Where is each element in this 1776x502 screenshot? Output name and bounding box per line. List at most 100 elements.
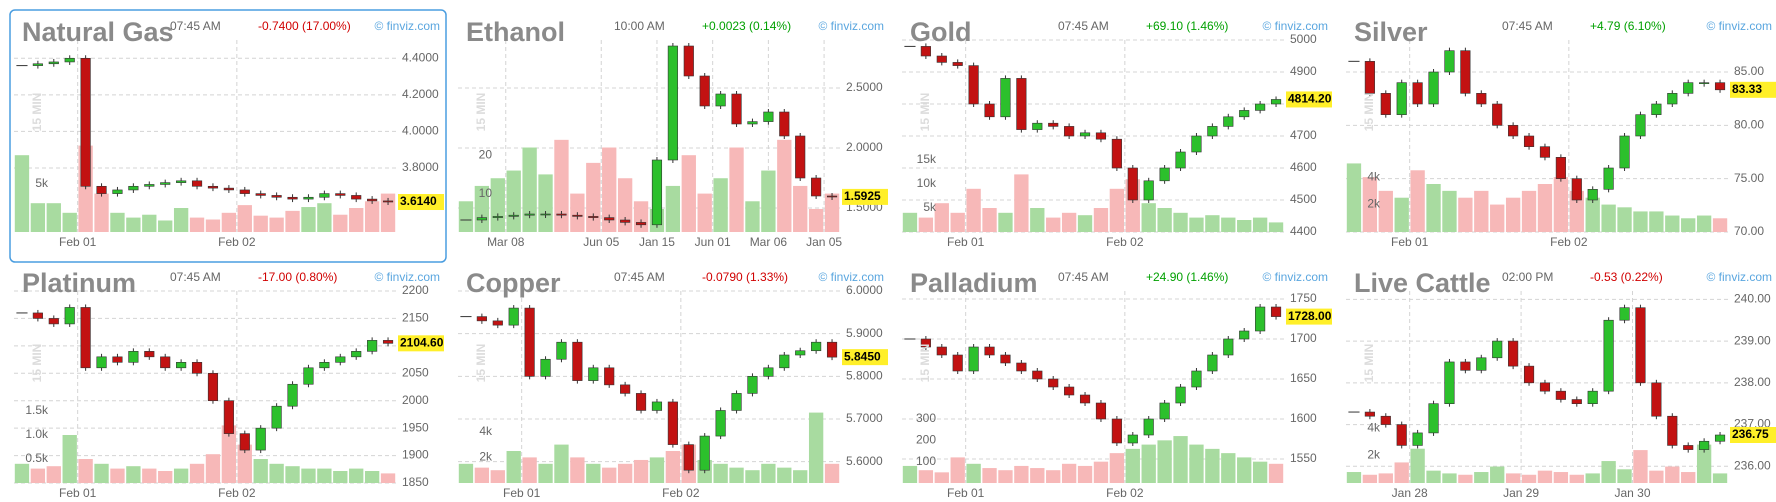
x-tick-label: Feb 01 [947,235,985,249]
change: +4.79 (6.10%) [1590,19,1666,33]
y-tick-label: 5.9000 [846,326,883,340]
chart-title[interactable]: Live Cattle [1354,268,1491,298]
volume-bar [62,212,77,232]
candle [80,57,91,187]
candle [207,185,219,189]
chart-title[interactable]: Natural Gas [22,17,174,47]
change: +0.0023 (0.14%) [702,19,791,33]
source[interactable]: © finviz.com [374,270,440,284]
chart-title[interactable]: Platinum [22,268,136,298]
candle [1428,71,1439,105]
candle [335,356,346,363]
time: 07:45 AM [1502,19,1553,33]
candle [1127,434,1138,444]
volume-bar [333,214,348,232]
source[interactable]: © finviz.com [1262,19,1328,33]
candle [683,444,694,471]
last-price: 2104.60 [400,336,444,350]
candle [826,195,838,198]
candle [779,111,790,137]
candle [920,338,931,348]
time: 10:00 AM [614,19,665,33]
candle [191,180,203,187]
candle [1191,370,1202,388]
y-tick-label: 3.8000 [402,160,439,174]
candle [763,111,774,122]
volume-bar [1046,217,1061,232]
source[interactable]: © finviz.com [1262,270,1328,284]
candle [1380,415,1391,425]
volume-bar [333,471,348,483]
volume-tick-label: 4k [1367,420,1381,434]
y-tick-label: 4.4000 [402,50,439,64]
candle [1603,167,1614,190]
volume-bar [1601,204,1616,232]
candle [1396,424,1407,446]
volume-bar [189,217,205,232]
mini-chart[interactable]: 1550 1600 1650 1700 1750 Feb 01 Feb 02 100 200 30… [902,268,1332,500]
candle [1175,151,1186,169]
x-tick-label: Mar 06 [750,235,788,249]
change: +24.90 (1.46%) [1146,270,1228,284]
candle [508,214,519,217]
source[interactable]: © finviz.com [1706,19,1772,33]
y-tick-label: 2.5000 [846,80,883,94]
volume-bar [1362,177,1378,232]
source[interactable]: © finviz.com [374,19,440,33]
mini-chart[interactable]: 5.6000 5.7000 5.8000 5.9000 6.0000 Feb 01 Feb … [458,268,888,500]
candle [48,61,59,65]
candle [476,217,487,221]
candle [811,177,822,197]
chart-title[interactable]: Silver [1354,17,1428,47]
candle [604,367,615,386]
timeframe: 15 MIN [30,93,44,132]
source[interactable]: © finviz.com [1706,270,1772,284]
candle [1412,432,1423,446]
source[interactable]: © finviz.com [818,19,884,33]
volume-bar [1696,444,1712,483]
volume-bar [1521,190,1537,232]
candle [1714,82,1726,91]
chart-title[interactable]: Gold [910,17,972,47]
candle [1095,132,1107,140]
source[interactable]: © finviz.com [818,270,884,284]
candle [984,346,995,356]
change: -17.00 (0.80%) [258,270,337,284]
volume-bar [522,147,537,232]
volume-bar [1030,468,1045,483]
y-tick-label: 80.00 [1734,118,1764,132]
y-tick-label: 236.00 [1734,458,1771,472]
chart-title[interactable]: Copper [466,268,561,298]
volume-bar [1237,220,1252,232]
volume-tick-label: 200 [916,433,936,447]
volume-bar [1221,217,1236,232]
candle [1255,103,1266,111]
last-price: 1.5925 [844,189,881,203]
candle [968,346,979,372]
volume-tick-label: 100 [916,454,936,468]
volume-bar [902,212,918,232]
volume-tick-label: 10k [917,176,937,190]
volume-bar [522,457,537,483]
y-tick-label: 1900 [402,448,429,462]
last-price-box [1730,81,1776,98]
volume-bar [110,212,125,232]
candle [255,193,266,196]
volume-bar [713,463,728,483]
candle [968,65,979,105]
candle [492,216,503,218]
mini-chart[interactable]: 18501900195020002050210021502200Feb 01Fe… [14,268,444,500]
mini-chart[interactable]: 3.8000 4.0000 4.2000 4.4000 Feb 01 Feb 02 5k 3.… [14,17,444,249]
chart-title[interactable]: Ethanol [466,17,565,47]
volume-bar [301,207,316,232]
mini-chart[interactable]: 70.00 75.00 80.00 85.00 Feb 01 Feb 02 2k 4k 83.3… [1346,17,1776,249]
candle [303,196,314,200]
candle [1460,50,1471,94]
chart-title[interactable]: Palladium [910,268,1038,298]
volume-bar [1474,190,1489,232]
candle [763,367,774,377]
volume-bar [1109,453,1125,483]
